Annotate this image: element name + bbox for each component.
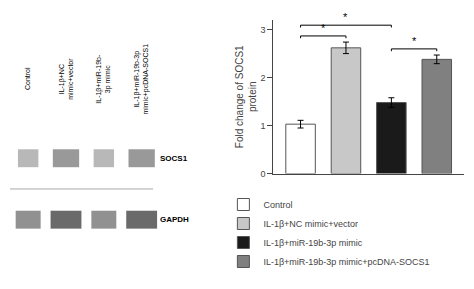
svg-text:Control: Control (263, 200, 292, 210)
svg-text:SOCS1: SOCS1 (160, 154, 188, 163)
svg-text:1: 1 (261, 121, 266, 131)
svg-text:Control: Control (24, 67, 31, 90)
svg-text:IL-1β+miR-19b-3pmimic+pcDNA-SO: IL-1β+miR-19b-3pmimic+pcDNA-SOCS1 (133, 44, 150, 115)
svg-text:IL-1β+NC mimic+vector: IL-1β+NC mimic+vector (263, 219, 358, 229)
svg-text:0: 0 (261, 169, 266, 179)
svg-text:2: 2 (261, 73, 266, 83)
svg-text:*: * (321, 22, 326, 34)
svg-text:IL-1β+miR-19b-3p mimic: IL-1β+miR-19b-3p mimic (95, 54, 112, 104)
svg-text:IL-1β+miR-19b-3p mimic: IL-1β+miR-19b-3p mimic (263, 238, 362, 248)
svg-text:IL-1β+miR-19b-3p mimic+pcDNA-S: IL-1β+miR-19b-3p mimic+pcDNA-SOCS1 (263, 257, 429, 267)
svg-text:GAPDH: GAPDH (160, 215, 189, 224)
svg-text:*: * (343, 11, 348, 23)
svg-text:*: * (412, 35, 417, 47)
svg-text:Fold change of SOCS1protein: Fold change of SOCS1protein (234, 45, 258, 148)
svg-text:IL-1β+NCmimic+vector: IL-1β+NCmimic+vector (58, 58, 74, 100)
svg-text:3: 3 (261, 25, 266, 35)
